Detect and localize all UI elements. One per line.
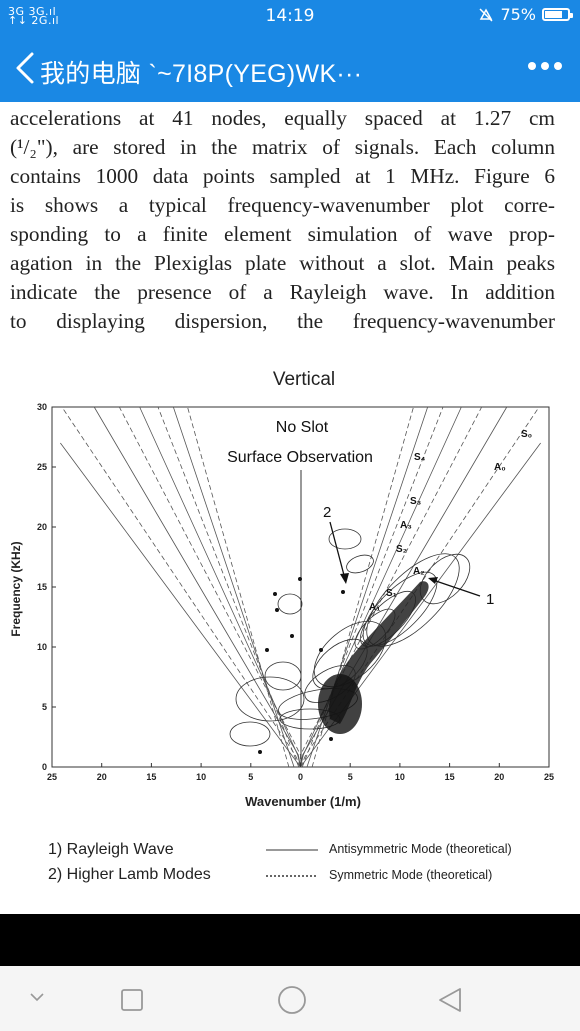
contour-ring [419, 553, 471, 605]
annotation-marker-2: 2 [323, 504, 331, 521]
y-tick-label: 20 [37, 522, 47, 532]
axis-ticks: 25 20 15 10 5 0 5 10 15 20 25 30 25 20 15 10 5 0 [37, 402, 554, 782]
legend-symmetric: Symmetric Mode (theoretical) [329, 868, 492, 882]
contour-dot [298, 577, 302, 581]
y-tick-label: 30 [37, 402, 47, 412]
text-line: contains 1000 data points sampled at 1 M… [10, 164, 555, 188]
chevron-down-icon[interactable] [28, 990, 46, 1004]
contour-dot [290, 634, 294, 638]
chat-title: 我的电脑 `~7I8P(YEG)WK··· [40, 60, 363, 88]
clock: 14:19 [265, 6, 315, 26]
dispersion-curve [311, 406, 414, 768]
x-tick-label: 25 [47, 772, 57, 782]
text-line: to displaying dispersion, the frequency-… [10, 309, 555, 333]
status-right: 75% [478, 5, 573, 24]
app-header: 3G 3G.ıl ↑↓ 2G.ıl 14:19 75% 我的电脑 `~7I8P(Y… [0, 0, 580, 102]
chart-title: Vertical [273, 369, 335, 390]
x-tick-label: 5 [348, 772, 353, 782]
annotation-no-slot: No Slot [276, 419, 329, 436]
mode-label: A₃ [400, 520, 412, 531]
frequency-wavenumber-figure: Vertical 25 20 15 10 5 0 5 10 15 20 25 30 25 20 15 10 5 0… [9, 369, 554, 883]
contour-dot [275, 608, 279, 612]
arrow-2-head [340, 573, 349, 584]
contour-ring [229, 721, 271, 747]
battery-percent: 75% [500, 5, 536, 24]
dispersion-curve [187, 406, 290, 768]
x-tick-label: 10 [196, 772, 206, 782]
x-tick-label: 15 [146, 772, 156, 782]
y-tick-label: 25 [37, 462, 47, 472]
dispersion-curve [157, 406, 300, 768]
text-line: (¹/₂"), are stored in the matrix of sign… [10, 135, 555, 159]
x-tick-label: 5 [248, 772, 253, 782]
recent-apps-icon[interactable] [120, 988, 144, 1012]
more-icon[interactable] [528, 62, 562, 72]
document-image: accelerations at 41 nodes, equally space… [0, 102, 580, 914]
mode-label: S₂ [396, 544, 407, 555]
contour-dot [265, 648, 269, 652]
peak-core [318, 674, 362, 734]
y-tick-label: 0 [42, 762, 47, 772]
y-axis-label: Frequency (KHz) [9, 541, 23, 636]
contour-dot [341, 590, 345, 594]
mode-label: A₁ [369, 602, 380, 613]
mode-label: S₀ [521, 429, 532, 440]
back-icon[interactable] [12, 48, 38, 88]
legend-antisymmetric: Antisymmetric Mode (theoretical) [329, 842, 512, 856]
back-nav-icon[interactable] [436, 986, 464, 1014]
legend-higher-lamb: 2) Higher Lamb Modes [48, 866, 211, 883]
mode-labels: S₀ A₀ S₄ S₃ A₃ S₂ A₂ S₁ A₁ [369, 429, 532, 613]
x-tick-label: 10 [395, 772, 405, 782]
mute-icon [479, 7, 493, 22]
dispersion-curve [172, 406, 295, 768]
home-icon[interactable] [276, 984, 308, 1016]
mode-label: A₂ [413, 566, 425, 577]
annotation-marker-1: 1 [486, 591, 494, 608]
navigation-bar [0, 966, 580, 1031]
text-line: accelerations at 41 nodes, equally space… [10, 106, 555, 130]
contour-dot [329, 737, 333, 741]
contour-ring [328, 528, 362, 550]
annotation-surface-observation: Surface Observation [227, 449, 373, 466]
rayleigh-peak-region [318, 581, 429, 734]
x-tick-label: 15 [445, 772, 455, 782]
arrow-1-head [428, 577, 438, 584]
text-line: sponding to a finite element simulation … [10, 222, 555, 246]
y-tick-label: 10 [37, 642, 47, 652]
y-tick-label: 5 [42, 702, 47, 712]
black-band [0, 914, 580, 966]
contour-ring [277, 593, 303, 615]
text-line: is shows a typical frequency-wavenumber … [10, 193, 555, 217]
contour-ring [235, 676, 305, 722]
signal-indicator: 3G 3G.ıl ↑↓ 2G.ıl [8, 5, 60, 27]
paragraph: accelerations at 41 nodes, equally space… [10, 104, 555, 336]
dispersion-curve [139, 406, 301, 768]
battery-icon [542, 8, 573, 21]
x-tick-label: 25 [544, 772, 554, 782]
y-tick-label: 15 [37, 582, 47, 592]
mode-label: S₁ [386, 588, 397, 599]
x-tick-label: 20 [97, 772, 107, 782]
text-line: indicate the presence of a Rayleigh wave… [10, 280, 555, 304]
x-tick-label: 20 [494, 772, 504, 782]
title-bar: 我的电脑 `~7I8P(YEG)WK··· [0, 40, 580, 98]
text-line: agation in the Plexiglas plate without a… [10, 251, 555, 275]
dispersion-curve [93, 406, 301, 768]
contour-dot [258, 750, 262, 754]
mode-label: A₀ [494, 462, 506, 473]
dispersion-curve [60, 442, 301, 768]
contour-ring [346, 554, 374, 574]
mode-label: S₃ [410, 496, 422, 507]
arrow-2 [329, 521, 346, 580]
contour-dot [273, 592, 277, 596]
status-bar: 3G 3G.ıl ↑↓ 2G.ıl 14:19 75% [0, 0, 580, 32]
x-tick-label: 0 [298, 772, 303, 782]
x-axis-label: Wavenumber (1/m) [245, 794, 361, 809]
contour-dot [319, 648, 323, 652]
legend-rayleigh: 1) Rayleigh Wave [48, 841, 174, 858]
contour-ring [264, 661, 302, 691]
arrow-1 [429, 578, 481, 597]
mode-label: S₄ [414, 452, 426, 463]
